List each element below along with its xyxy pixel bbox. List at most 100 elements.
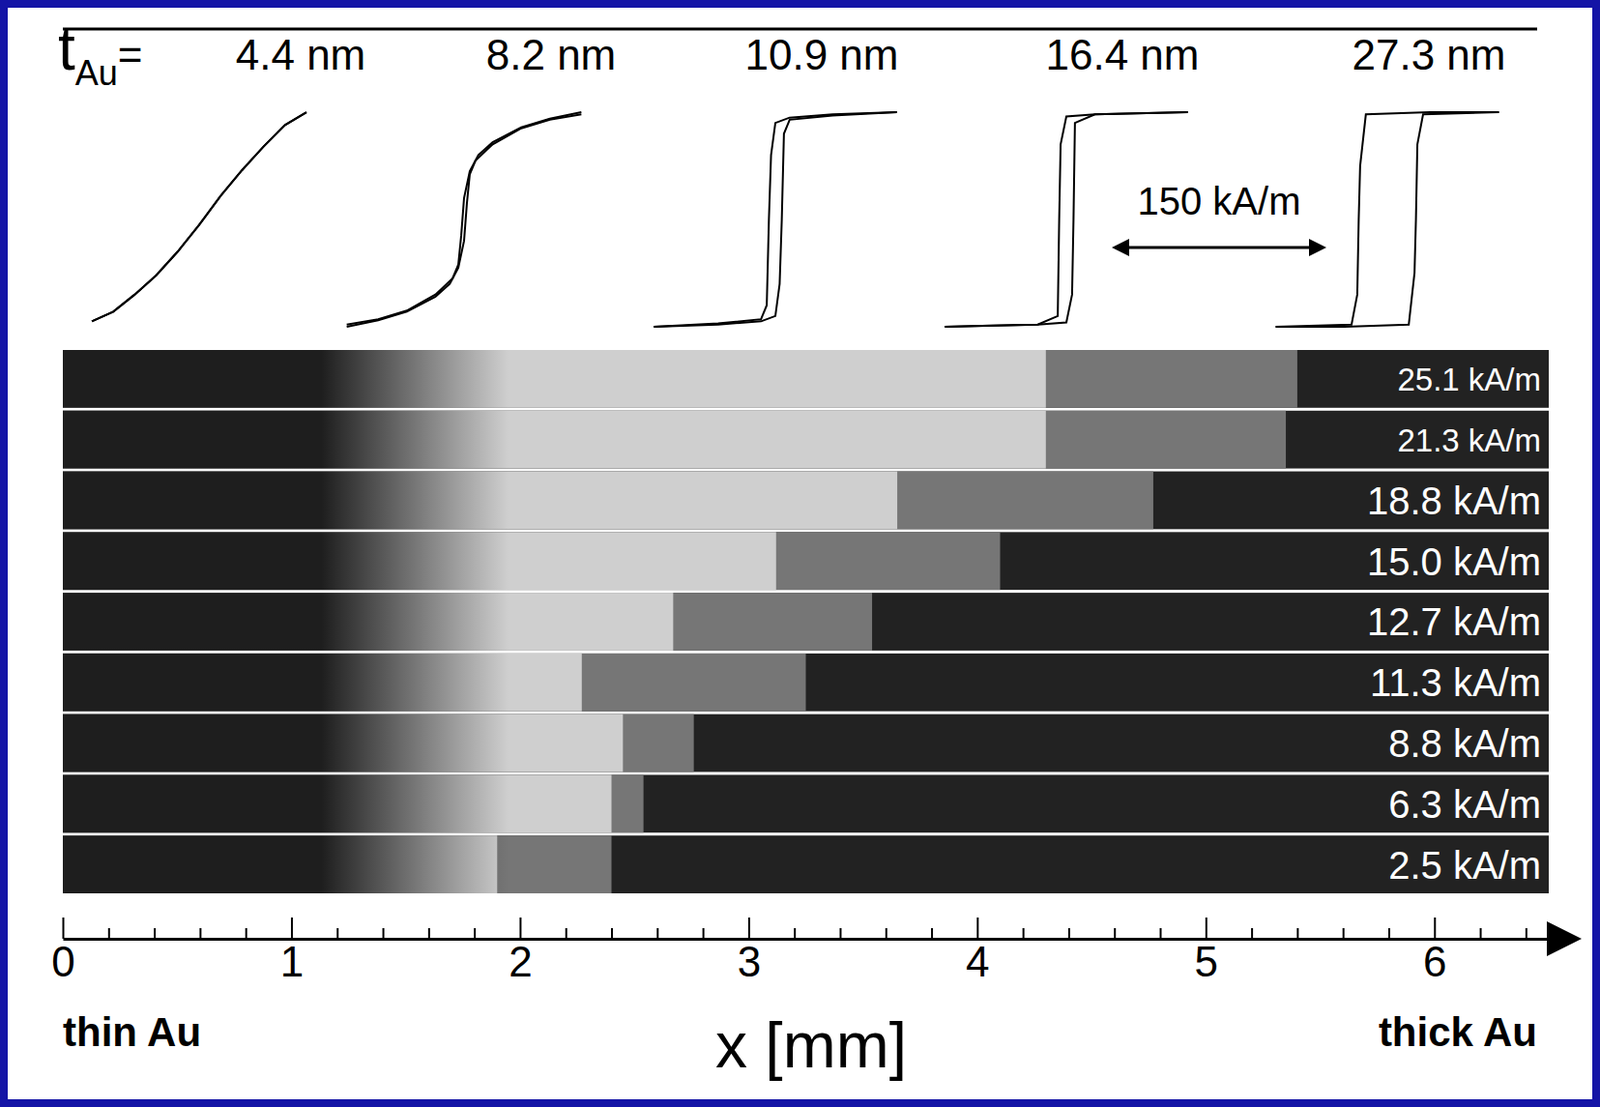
minor-tick-line <box>1525 928 1528 939</box>
loop-label: 4.4 nm <box>235 30 367 79</box>
minor-tick <box>428 928 430 939</box>
strip <box>62 653 1549 712</box>
minor-axis <box>109 928 1527 939</box>
minor-tick <box>657 928 659 939</box>
field-label: 25.1 kA/m <box>1396 361 1542 398</box>
strip-background <box>62 592 1549 651</box>
loop-branch <box>1276 112 1500 327</box>
minor-tick <box>1480 928 1482 939</box>
strip-labels: 25.1 kA/m21.3 kA/m18.8 kA/m15.0 kA/m12.7… <box>1367 361 1542 887</box>
loop-label: 27.3 nm <box>1352 30 1507 79</box>
tick-line <box>976 917 979 939</box>
field-label: 11.3 kA/m <box>1369 661 1542 704</box>
minor-tick <box>200 928 202 939</box>
thickness-symbol: t <box>58 13 76 84</box>
minor-tick-line <box>153 928 156 939</box>
x-axis-title: x [mm] <box>715 1009 907 1081</box>
figure: tAu=4.4 nm8.2 nm10.9 nm16.4 nm27.3 nm150… <box>0 0 1600 1107</box>
minor-tick-line <box>428 928 431 939</box>
minor-tick-line <box>565 928 568 939</box>
minor-tick-line <box>839 928 842 939</box>
minor-tick-line <box>793 928 796 939</box>
strip-background <box>62 714 1549 773</box>
minor-tick-line <box>1342 928 1345 939</box>
minor-tick-line <box>930 928 933 939</box>
tick-label: 4 <box>965 937 990 986</box>
minor-tick <box>931 928 933 939</box>
loop-panel <box>1276 112 1500 327</box>
loop-panel <box>91 112 307 321</box>
loop-branch <box>91 112 307 321</box>
strips <box>62 349 1549 894</box>
loop-branch <box>653 112 898 327</box>
strip <box>62 714 1549 773</box>
loop-branch <box>653 112 898 327</box>
field-label: 2.5 kA/m <box>1388 843 1542 887</box>
minor-tick <box>1160 928 1162 939</box>
thin-au-fade <box>62 714 1549 773</box>
minor-tick-line <box>199 928 202 939</box>
minor-tick-line <box>1160 928 1163 939</box>
tick-line <box>1205 917 1208 939</box>
tick-label: 2 <box>508 937 532 986</box>
tick-label: 0 <box>51 937 75 986</box>
loop-branch <box>347 112 582 325</box>
thin-au-fade <box>62 774 1549 833</box>
frame-inner <box>7 7 1593 1100</box>
left-label: thin Au <box>62 1009 202 1055</box>
arrow-head <box>1111 238 1130 257</box>
thin-au-fade <box>62 835 1549 894</box>
strip <box>62 471 1549 530</box>
thin-au-fade <box>62 349 1549 408</box>
strip-background <box>62 410 1549 469</box>
minor-tick-line <box>473 928 476 939</box>
right-label: thick Au <box>1378 1009 1538 1055</box>
minor-tick <box>1388 928 1390 939</box>
loop-panel <box>653 112 898 327</box>
tick: 2 <box>508 917 532 986</box>
loop-label: 8.2 nm <box>486 30 617 79</box>
minor-tick <box>565 928 567 939</box>
minor-tick-line <box>1296 928 1299 939</box>
minor-tick-line <box>336 928 339 939</box>
thickness-label: tAu= <box>58 13 144 93</box>
minor-tick-line <box>245 928 248 939</box>
loop-label: 16.4 nm <box>1046 30 1200 79</box>
minor-tick <box>611 928 613 939</box>
minor-tick-line <box>1022 928 1025 939</box>
minor-tick <box>1342 928 1344 939</box>
strip-background <box>62 349 1549 408</box>
loop-label: 10.9 nm <box>745 30 900 79</box>
frame-border <box>0 0 1600 1107</box>
strip-background <box>62 774 1549 833</box>
minor-tick <box>337 928 339 939</box>
minor-tick-line <box>702 928 705 939</box>
tick: 0 <box>51 917 75 986</box>
minor-tick-line <box>1480 928 1483 939</box>
thin-au-fade <box>62 471 1549 530</box>
strip <box>62 592 1549 651</box>
strip <box>62 835 1549 894</box>
loop-branch <box>1276 112 1500 327</box>
thin-au-fade <box>62 653 1549 712</box>
field-label: 8.8 kA/m <box>1388 722 1542 765</box>
minor-tick <box>108 928 110 939</box>
tick-label: 1 <box>280 937 304 986</box>
thin-au-fade <box>62 592 1549 651</box>
tick: 5 <box>1194 917 1219 986</box>
minor-tick-line <box>656 928 659 939</box>
scale-bar-label: 150 kA/m <box>1137 179 1302 223</box>
tick-label: 3 <box>737 937 761 986</box>
minor-tick-line <box>610 928 613 939</box>
minor-tick <box>245 928 247 939</box>
minor-tick-line <box>1068 928 1071 939</box>
tick: 4 <box>965 917 990 986</box>
minor-tick <box>1022 928 1024 939</box>
minor-tick <box>1297 928 1299 939</box>
axis-arrow <box>1546 921 1582 957</box>
tick-label: 6 <box>1423 937 1447 986</box>
tick: 6 <box>1423 917 1447 986</box>
minor-tick-line <box>108 928 111 939</box>
scale-bar: 150 kA/m <box>1111 179 1327 257</box>
field-label: 15.0 kA/m <box>1367 540 1542 583</box>
